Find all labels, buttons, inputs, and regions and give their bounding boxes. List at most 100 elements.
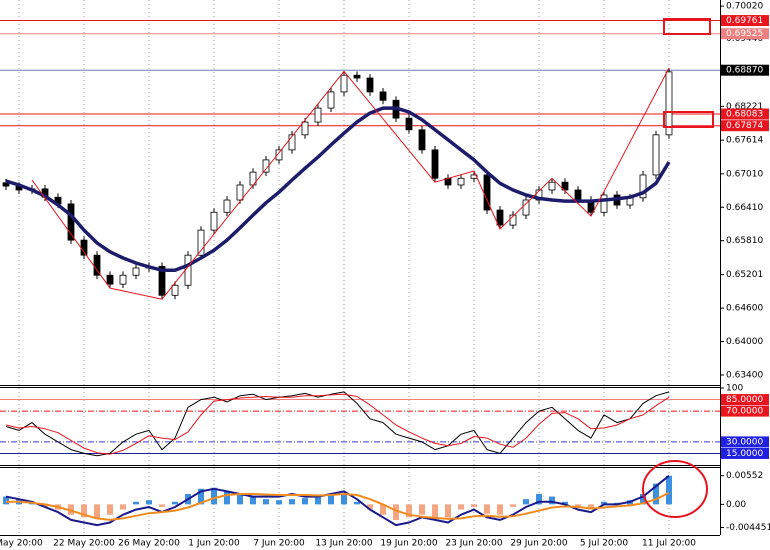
series-line	[5, 393, 670, 455]
histogram-bar	[146, 500, 152, 505]
series-line	[31, 67, 670, 300]
level-label: 15.0000	[726, 449, 763, 459]
histogram-bar	[510, 504, 516, 507]
level-label: 0.68870	[726, 66, 763, 76]
candle-body	[327, 91, 335, 109]
histogram-bar	[302, 498, 308, 505]
candle-body	[275, 149, 283, 161]
histogram-bar	[523, 499, 529, 505]
histogram-bar	[341, 493, 347, 505]
candle-body	[522, 199, 530, 216]
y-tick-label: 0.65201	[726, 270, 763, 280]
histogram-bar	[237, 495, 243, 505]
level-label-box	[721, 120, 769, 132]
candle-body	[262, 159, 270, 173]
histogram-bar	[471, 504, 477, 507]
y-tick-label: 0.66410	[726, 203, 763, 213]
histogram-bar	[653, 483, 659, 505]
y-tick-label: 0.00	[726, 500, 746, 510]
level-label-box	[721, 436, 769, 448]
candle-body	[197, 229, 205, 256]
series-line	[5, 106, 671, 272]
histogram-bar	[354, 501, 360, 505]
level-label: 0.67874	[726, 121, 763, 131]
y-tick-label: 0.65810	[726, 236, 763, 246]
candle-body	[496, 209, 504, 226]
level-label: 30.0000	[726, 437, 763, 447]
histogram-bar	[575, 504, 581, 507]
level-label-box	[721, 15, 769, 27]
histogram-bar	[432, 504, 438, 519]
histogram-bar	[289, 499, 295, 505]
candle-body	[379, 91, 387, 101]
candle-body	[509, 214, 517, 226]
histogram-bar	[419, 504, 425, 515]
x-tick-label: 11 Jul 20:00	[642, 539, 696, 549]
candle-body	[548, 181, 556, 191]
histogram-bar	[315, 496, 321, 505]
histogram-bar	[198, 488, 204, 505]
histogram-bar	[224, 491, 230, 505]
histogram-bar	[367, 504, 373, 510]
y-tick-label: 0.67614	[726, 136, 763, 146]
annotations	[642, 18, 714, 518]
highlight-circle	[642, 460, 708, 518]
candle-body	[158, 265, 166, 296]
level-label: 0.69761	[726, 16, 763, 26]
histogram-bar	[497, 504, 503, 515]
candle-body	[639, 174, 647, 199]
y-tick-label: 0.67010	[726, 169, 763, 179]
histogram-bar	[562, 501, 568, 505]
level-label-box	[721, 108, 769, 120]
candle-body	[223, 199, 231, 213]
series-line	[6, 492, 670, 521]
histogram-bar	[211, 487, 217, 505]
y-tick-label: -0.0044515	[726, 523, 770, 533]
y-tick-label: 0.64000	[726, 337, 763, 347]
histogram-bar	[68, 504, 74, 515]
candle-body	[210, 211, 218, 231]
histogram-bar	[445, 504, 451, 518]
level-label: 70.0000	[726, 407, 763, 417]
histogram-bar	[94, 504, 100, 519]
y-tick-label: 0.70020	[726, 2, 763, 12]
candle-body	[171, 284, 179, 296]
histogram-bar	[588, 504, 594, 510]
candle-body	[652, 134, 660, 176]
candle-body	[314, 107, 322, 123]
histogram-bar	[263, 499, 269, 505]
histogram-bar	[601, 501, 607, 505]
histogram-bar	[42, 504, 48, 507]
histogram-bar	[393, 504, 399, 520]
y-tick-label: 0.64600	[726, 304, 763, 314]
x-tick-label: 13 Jun 20:00	[315, 539, 372, 549]
histogram-bar	[81, 504, 87, 518]
candle-body	[366, 77, 374, 93]
y-tick-label: 0.68221	[726, 102, 763, 112]
x-tick-label: 22 May 20:00	[53, 539, 115, 549]
x-tick-label: 1 Jun 20:00	[188, 539, 240, 549]
level-label-box	[721, 405, 769, 417]
candle-body	[184, 254, 192, 286]
histogram-bar	[133, 501, 139, 505]
histogram-bar	[120, 504, 126, 510]
candle-body	[600, 194, 608, 213]
candle-body	[457, 177, 465, 186]
candle-body	[301, 121, 309, 136]
candle-body	[353, 74, 361, 79]
histogram-bar	[406, 504, 412, 518]
histogram-bar	[276, 500, 282, 505]
candle-body	[405, 117, 413, 131]
y-tick-label: 0.00552	[726, 471, 763, 481]
histogram-bar	[640, 493, 646, 505]
histogram-bar	[458, 504, 464, 510]
panel-borders	[0, 0, 721, 536]
candle-body	[431, 149, 439, 179]
histogram-bar	[250, 496, 256, 505]
x-tick-label: 5 Jul 20:00	[580, 539, 629, 549]
candle-body	[288, 134, 296, 151]
histogram-bar	[172, 501, 178, 505]
histogram-bar	[328, 495, 334, 505]
histogram-bar	[159, 504, 165, 507]
